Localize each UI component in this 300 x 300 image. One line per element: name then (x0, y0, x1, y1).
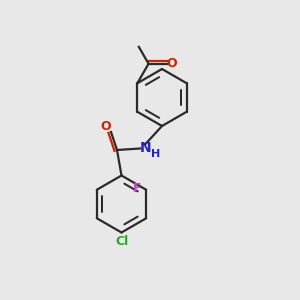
Text: F: F (133, 182, 141, 195)
Text: H: H (152, 149, 160, 159)
Text: O: O (100, 120, 111, 133)
Text: Cl: Cl (115, 235, 128, 248)
Text: N: N (140, 142, 151, 155)
Text: O: O (167, 57, 177, 70)
